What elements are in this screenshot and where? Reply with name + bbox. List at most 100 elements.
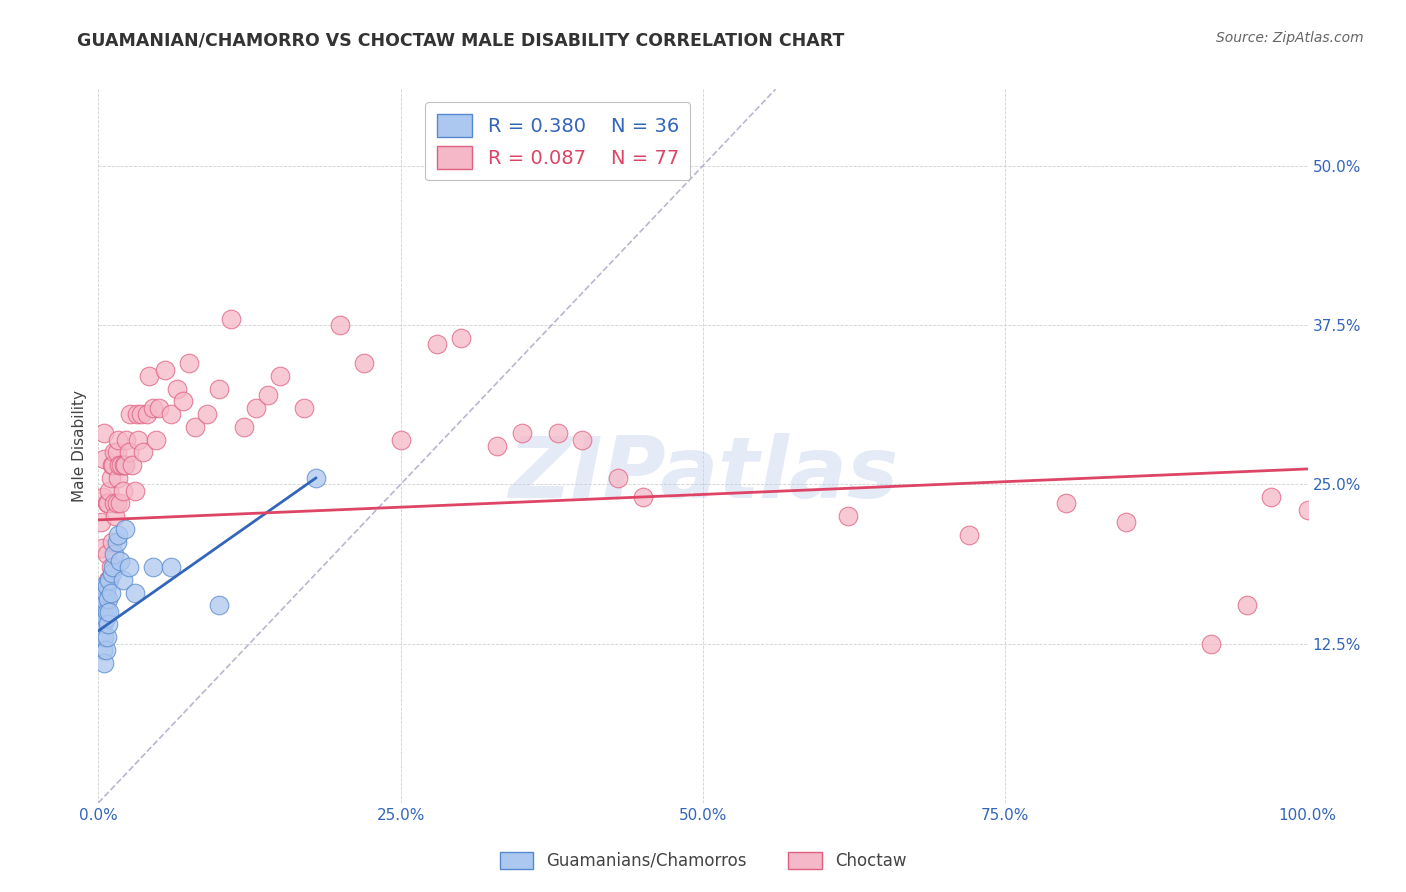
Point (121, 458, 143, 472)
Point (221, 311, 243, 326)
Legend: R = 0.380    N = 36, R = 0.087    N = 77: R = 0.380 N = 36, R = 0.087 N = 77 (426, 103, 690, 180)
Point (166, 382, 188, 396)
Point (96, 547, 118, 561)
Point (93, 451, 115, 466)
Legend: Guamanians/Chamorros, Choctaw: Guamanians/Chamorros, Choctaw (494, 845, 912, 877)
Point (142, 401, 165, 415)
Point (96, 630, 118, 644)
Point (184, 420, 207, 434)
Point (486, 439, 509, 453)
Point (93, 605, 115, 619)
Point (101, 560, 124, 574)
Point (1260, 490, 1282, 504)
Y-axis label: Male Disability: Male Disability (72, 390, 87, 502)
Point (97, 573, 120, 587)
Point (97, 591, 120, 606)
Point (103, 445, 125, 459)
Point (129, 407, 152, 421)
Point (107, 528, 129, 542)
Point (107, 471, 129, 485)
Point (110, 458, 132, 472)
Point (172, 394, 194, 409)
Point (179, 356, 201, 370)
Point (100, 566, 122, 581)
Point (148, 401, 170, 415)
Point (111, 483, 134, 498)
Point (91, 541, 114, 555)
Point (1115, 516, 1137, 530)
Text: GUAMANIAN/CHAMORRO VS CHOCTAW MALE DISABILITY CORRELATION CHART: GUAMANIAN/CHAMORRO VS CHOCTAW MALE DISAB… (77, 31, 845, 49)
Point (114, 458, 136, 472)
Point (115, 433, 138, 447)
Point (94, 591, 117, 606)
Point (104, 509, 127, 524)
Point (232, 420, 254, 434)
Point (93, 426, 115, 441)
Point (353, 356, 375, 370)
Point (105, 496, 128, 510)
Point (292, 401, 315, 415)
Point (100, 458, 122, 472)
Point (135, 407, 157, 421)
Point (100, 471, 122, 485)
Point (837, 509, 859, 524)
Point (93, 591, 115, 606)
Point (124, 483, 146, 498)
Point (132, 445, 155, 459)
Point (93, 630, 115, 644)
Point (208, 382, 231, 396)
Point (93, 579, 115, 593)
Point (631, 490, 654, 504)
Point (91, 490, 114, 504)
Point (94, 585, 117, 599)
Point (90, 630, 112, 644)
Point (108, 458, 131, 472)
Point (118, 560, 141, 574)
Point (97, 617, 120, 632)
Point (389, 433, 412, 447)
Point (1054, 496, 1077, 510)
Point (547, 426, 569, 441)
Point (957, 528, 980, 542)
Point (96, 579, 118, 593)
Point (305, 471, 328, 485)
Point (153, 362, 176, 376)
Point (98, 605, 121, 619)
Point (510, 426, 533, 441)
Text: Source: ZipAtlas.com: Source: ZipAtlas.com (1216, 31, 1364, 45)
Point (269, 368, 291, 383)
Point (127, 433, 149, 447)
Point (138, 368, 160, 383)
Point (142, 560, 165, 574)
Point (426, 337, 449, 351)
Point (245, 401, 267, 415)
Point (160, 407, 183, 421)
Point (93, 656, 115, 670)
Point (96, 496, 118, 510)
Point (107, 433, 129, 447)
Point (98, 573, 121, 587)
Point (145, 433, 167, 447)
Point (91, 643, 114, 657)
Point (100, 585, 122, 599)
Point (111, 573, 134, 587)
Point (100, 534, 122, 549)
Point (90, 516, 112, 530)
Point (108, 496, 131, 510)
Point (450, 331, 472, 345)
Point (98, 483, 121, 498)
Point (1236, 599, 1258, 613)
Point (94, 611, 117, 625)
Point (208, 599, 231, 613)
Point (101, 458, 124, 472)
Point (256, 388, 278, 402)
Point (103, 496, 125, 510)
Point (607, 471, 630, 485)
Point (114, 522, 136, 536)
Point (100, 560, 122, 574)
Point (91, 591, 114, 606)
Point (103, 547, 125, 561)
Point (571, 433, 593, 447)
Point (91, 599, 114, 613)
Text: ZIPatlas: ZIPatlas (508, 433, 898, 516)
